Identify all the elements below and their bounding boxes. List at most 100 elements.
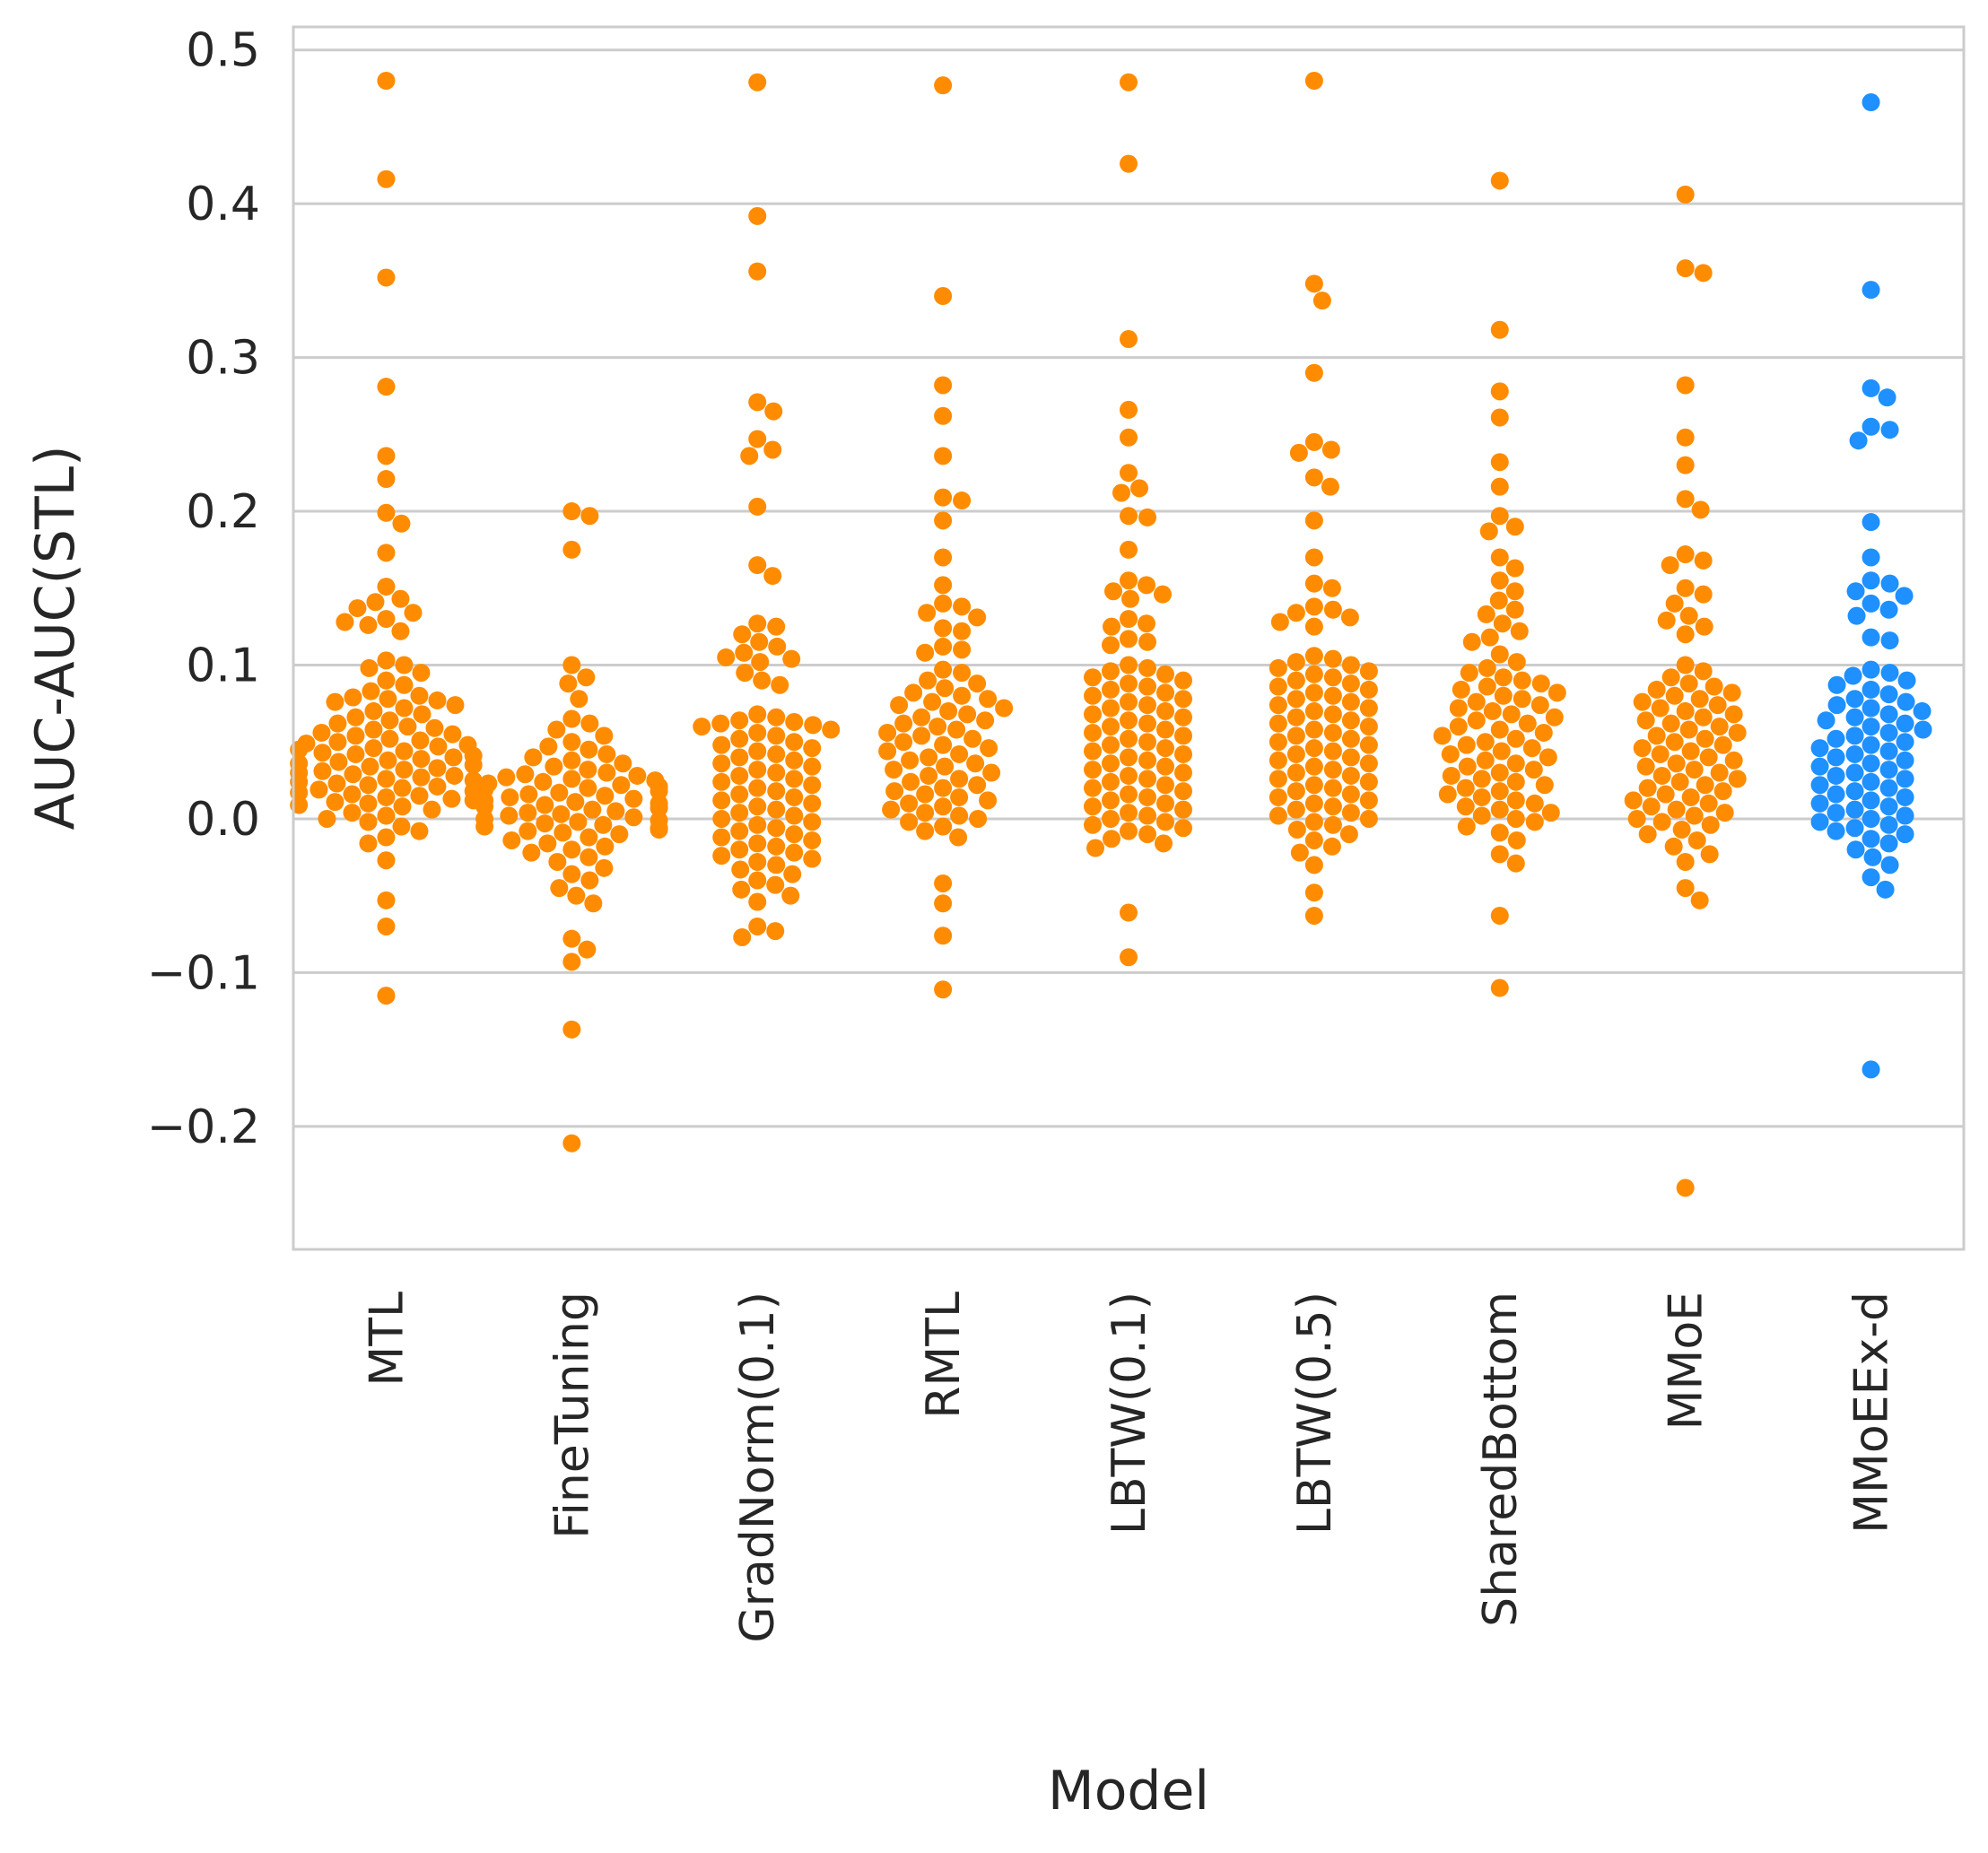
data-point [1506, 729, 1525, 748]
data-point [1513, 690, 1531, 709]
data-point [1156, 757, 1174, 776]
data-point [1156, 683, 1174, 702]
data-point [1862, 718, 1880, 736]
x-tick-label: MMoE [1660, 1292, 1713, 1430]
data-point [445, 766, 464, 785]
data-point [562, 770, 581, 788]
data-point [731, 860, 750, 879]
data-point [1490, 906, 1509, 925]
data-point [712, 772, 731, 791]
data-point [1341, 766, 1360, 785]
data-point [890, 696, 909, 715]
data-point [1846, 840, 1865, 859]
data-point [1624, 791, 1643, 810]
data-point [1359, 680, 1378, 699]
data-point [1694, 264, 1713, 283]
data-point [1480, 628, 1499, 647]
data-point [377, 917, 396, 935]
data-point [1156, 720, 1174, 739]
data-point [522, 843, 541, 862]
data-point [730, 748, 749, 767]
data-point [1120, 804, 1138, 822]
data-point [1862, 378, 1880, 397]
data-point [1647, 726, 1666, 745]
data-point [429, 737, 448, 756]
data-point [1490, 171, 1509, 190]
data-point [1479, 522, 1498, 541]
data-point [313, 761, 332, 780]
data-point [1323, 705, 1342, 724]
data-point [377, 787, 396, 806]
data-point [1156, 813, 1174, 831]
data-point [803, 813, 822, 831]
data-point [595, 726, 614, 745]
data-point [916, 822, 935, 840]
data-point [524, 748, 543, 767]
data-point [579, 779, 597, 797]
data-point [1694, 585, 1713, 604]
data-point [343, 804, 362, 822]
data-point [1269, 658, 1287, 677]
data-point [1638, 825, 1657, 844]
data-point [1652, 813, 1671, 831]
data-point [894, 733, 913, 752]
data-point [1876, 880, 1895, 899]
data-point [916, 804, 935, 822]
data-point [934, 447, 953, 465]
data-point [1323, 649, 1342, 668]
data-point [1846, 582, 1865, 601]
data-point [1670, 772, 1689, 791]
data-point [803, 739, 822, 758]
data-point [1304, 776, 1323, 795]
data-point [1539, 748, 1557, 767]
data-point [1138, 658, 1156, 677]
data-point [580, 740, 598, 759]
data-point [547, 720, 566, 739]
data-point [953, 597, 972, 616]
data-point [562, 929, 581, 948]
data-point [912, 726, 931, 745]
data-point [1862, 93, 1880, 112]
data-point [377, 806, 396, 825]
data-point [1728, 770, 1747, 788]
data-point [413, 705, 432, 724]
data-point [1810, 813, 1829, 831]
data-point [1174, 800, 1192, 819]
data-point [900, 813, 919, 831]
data-point [310, 780, 328, 799]
data-point [1120, 822, 1138, 840]
data-point [377, 470, 396, 489]
data-point [1505, 600, 1524, 619]
data-point [1359, 809, 1378, 828]
data-point [1138, 614, 1155, 633]
data-point [1304, 831, 1323, 849]
data-point [628, 766, 647, 785]
data-point [1138, 770, 1156, 788]
data-point [1647, 680, 1666, 699]
x-tick-label: MTL [360, 1292, 414, 1387]
data-point [1286, 782, 1305, 801]
data-point [1695, 617, 1713, 636]
data-point [412, 750, 431, 769]
data-point [1524, 761, 1543, 779]
data-point [336, 613, 354, 631]
data-point [1676, 545, 1695, 564]
data-point [1676, 490, 1695, 509]
data-point [1304, 906, 1323, 925]
data-points [290, 72, 1932, 1197]
data-point [1084, 686, 1102, 705]
data-point [1102, 699, 1120, 718]
data-point [1724, 705, 1743, 724]
data-point [1269, 806, 1287, 825]
data-point [1862, 735, 1880, 754]
data-point [1441, 744, 1460, 763]
data-point [1862, 809, 1880, 828]
data-point [377, 987, 396, 1005]
data-point [548, 852, 567, 871]
data-point [1269, 696, 1287, 715]
data-point [1694, 708, 1713, 726]
data-point [934, 548, 953, 567]
data-point [1270, 613, 1289, 631]
data-point [766, 875, 785, 894]
data-point [748, 614, 767, 633]
